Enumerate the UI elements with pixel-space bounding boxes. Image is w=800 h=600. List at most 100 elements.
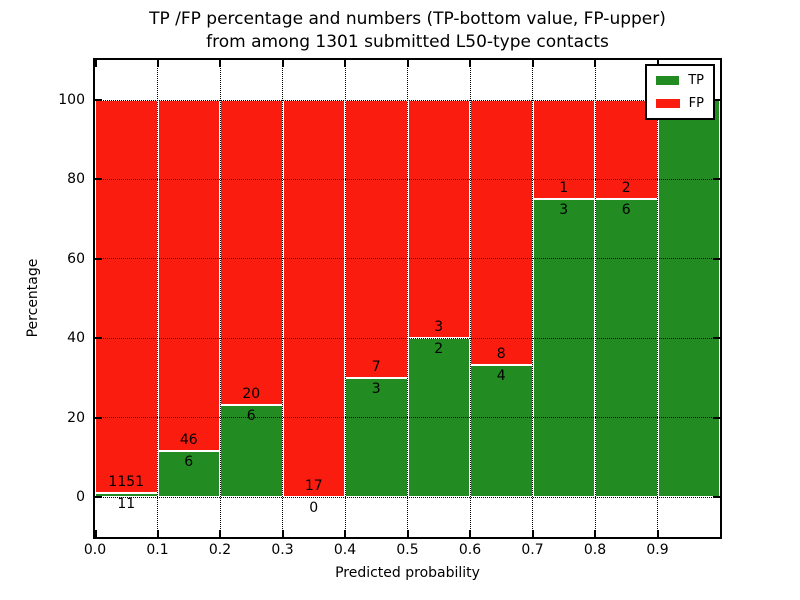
x-axis-label: Predicted probability	[335, 565, 480, 581]
bar-segment-tp	[595, 199, 658, 497]
bar-segment-fp	[345, 100, 408, 378]
y-tick-mark-right	[713, 178, 720, 181]
chart-title-line2: from among 1301 submitted L50-type conta…	[206, 32, 609, 52]
fp-legend-label: FP	[688, 96, 704, 111]
bar-fp-count-label: 20	[242, 386, 261, 403]
fp-legend-swatch	[656, 99, 680, 108]
bar-segment-tp	[532, 199, 595, 497]
x-tick-mark-top	[219, 60, 221, 67]
x-tick-mark-bottom	[594, 530, 596, 537]
tp-legend-swatch	[656, 76, 680, 85]
x-tick-label: 0.6	[458, 542, 482, 558]
x-tick-label: 0.2	[208, 542, 232, 558]
y-tick-label: 60	[67, 250, 85, 267]
y-tick-mark-left	[95, 178, 102, 181]
y-tick-label: 100	[58, 92, 85, 108]
bar-segment-fp	[470, 100, 533, 365]
y-tick-label: 40	[67, 330, 85, 347]
bar-segment-tp	[470, 364, 533, 497]
y-tick-mark-left	[95, 257, 102, 260]
bar-fp-count-label: 1151	[108, 474, 145, 491]
x-tick-mark-bottom	[281, 530, 284, 537]
x-tick-mark-bottom	[95, 530, 97, 537]
bar-segment-fp	[95, 100, 158, 494]
x-tick-mark-top	[656, 60, 659, 67]
y-tick-label: 0	[76, 489, 85, 505]
x-tick-mark-top	[344, 60, 346, 67]
grid-line-vertical	[157, 60, 158, 537]
x-tick-mark-top	[95, 60, 97, 67]
x-tick-mark-bottom	[344, 530, 346, 537]
grid-line-vertical	[469, 60, 471, 537]
bar-tp-count-label: 3	[559, 202, 569, 219]
y-tick-label: 80	[67, 171, 85, 188]
grid-line-vertical	[344, 60, 346, 537]
x-tick-label: 0.1	[146, 542, 169, 558]
x-tick-label: 0.8	[583, 542, 607, 558]
grid-line-vertical	[219, 60, 221, 537]
x-tick-mark-top	[469, 60, 471, 67]
bar-tp-count-label: 6	[246, 408, 256, 425]
bar-tp-count-label: 2	[434, 341, 444, 358]
plot-area: TP FP 1111516466200173723483162500204060…	[58, 58, 722, 558]
y-tick-label: 20	[67, 409, 85, 426]
bar-segment-tp	[657, 100, 720, 497]
x-tick-mark-top	[156, 60, 159, 67]
legend-entry-tp: TP	[656, 74, 704, 87]
bar-fp-count-label: 7	[371, 358, 381, 375]
x-tick-mark-top	[531, 60, 534, 67]
bar-fp-count-label: 1	[559, 180, 569, 197]
y-tick-mark-right	[713, 99, 720, 101]
bar-segment-fp	[282, 100, 345, 497]
x-tick-label: 0.3	[271, 542, 294, 558]
bar-fp-count-label: 3	[434, 319, 444, 336]
x-tick-mark-bottom	[406, 530, 409, 537]
bar-fp-count-label: 2	[621, 180, 631, 197]
bar-segment-fp	[220, 100, 283, 406]
y-axis-label: Percentage	[25, 258, 41, 338]
x-tick-mark-bottom	[156, 530, 159, 537]
x-tick-mark-top	[594, 60, 596, 67]
x-tick-mark-bottom	[656, 530, 659, 537]
legend-entry-fp: FP	[656, 97, 704, 110]
chart-title-line1: TP /FP percentage and numbers (TP-bottom…	[149, 9, 666, 29]
bar-tp-count-label: 6	[184, 454, 194, 471]
x-tick-label: 0.7	[521, 542, 544, 558]
bar-tp-count-label: 0	[309, 500, 319, 516]
legend: TP FP	[645, 64, 715, 120]
tp-legend-label: TP	[688, 73, 704, 88]
bar-segment-fp	[157, 100, 220, 452]
y-tick-mark-left	[95, 496, 102, 498]
x-tick-mark-top	[281, 60, 284, 67]
chart-title: TP /FP percentage and numbers (TP-bottom…	[95, 8, 720, 54]
y-tick-mark-right	[713, 496, 720, 498]
x-tick-label: 0.5	[396, 542, 419, 558]
bar-fp-count-label: 46	[179, 432, 198, 449]
y-tick-mark-left	[95, 416, 102, 419]
grid-line-vertical	[594, 60, 596, 537]
y-tick-mark-right	[713, 337, 720, 340]
x-tick-mark-top	[406, 60, 409, 67]
x-tick-label: 0.0	[83, 542, 107, 558]
y-tick-mark-right	[713, 257, 720, 260]
bar-tp-count-label: 6	[621, 202, 631, 219]
bar-fp-count-label: 17	[304, 478, 323, 494]
bar-tp-count-label: 3	[371, 380, 381, 397]
x-tick-mark-bottom	[469, 530, 471, 537]
grid-line-vertical	[657, 60, 658, 537]
grid-line-vertical	[282, 60, 283, 537]
grid-line-vertical	[532, 60, 533, 537]
y-tick-mark-right	[713, 416, 720, 419]
x-tick-mark-bottom	[219, 530, 221, 537]
x-tick-label: 0.9	[646, 542, 669, 558]
y-tick-mark-left	[95, 99, 102, 101]
grid-line-vertical	[407, 60, 408, 537]
y-tick-mark-left	[95, 337, 102, 340]
x-tick-label: 0.4	[333, 542, 357, 558]
bar-segment-fp	[407, 100, 470, 339]
x-tick-mark-bottom	[531, 530, 534, 537]
bar-fp-count-label: 8	[496, 345, 506, 362]
bar-tp-count-label: 4	[496, 367, 506, 384]
bar-tp-count-label: 11	[117, 496, 136, 513]
